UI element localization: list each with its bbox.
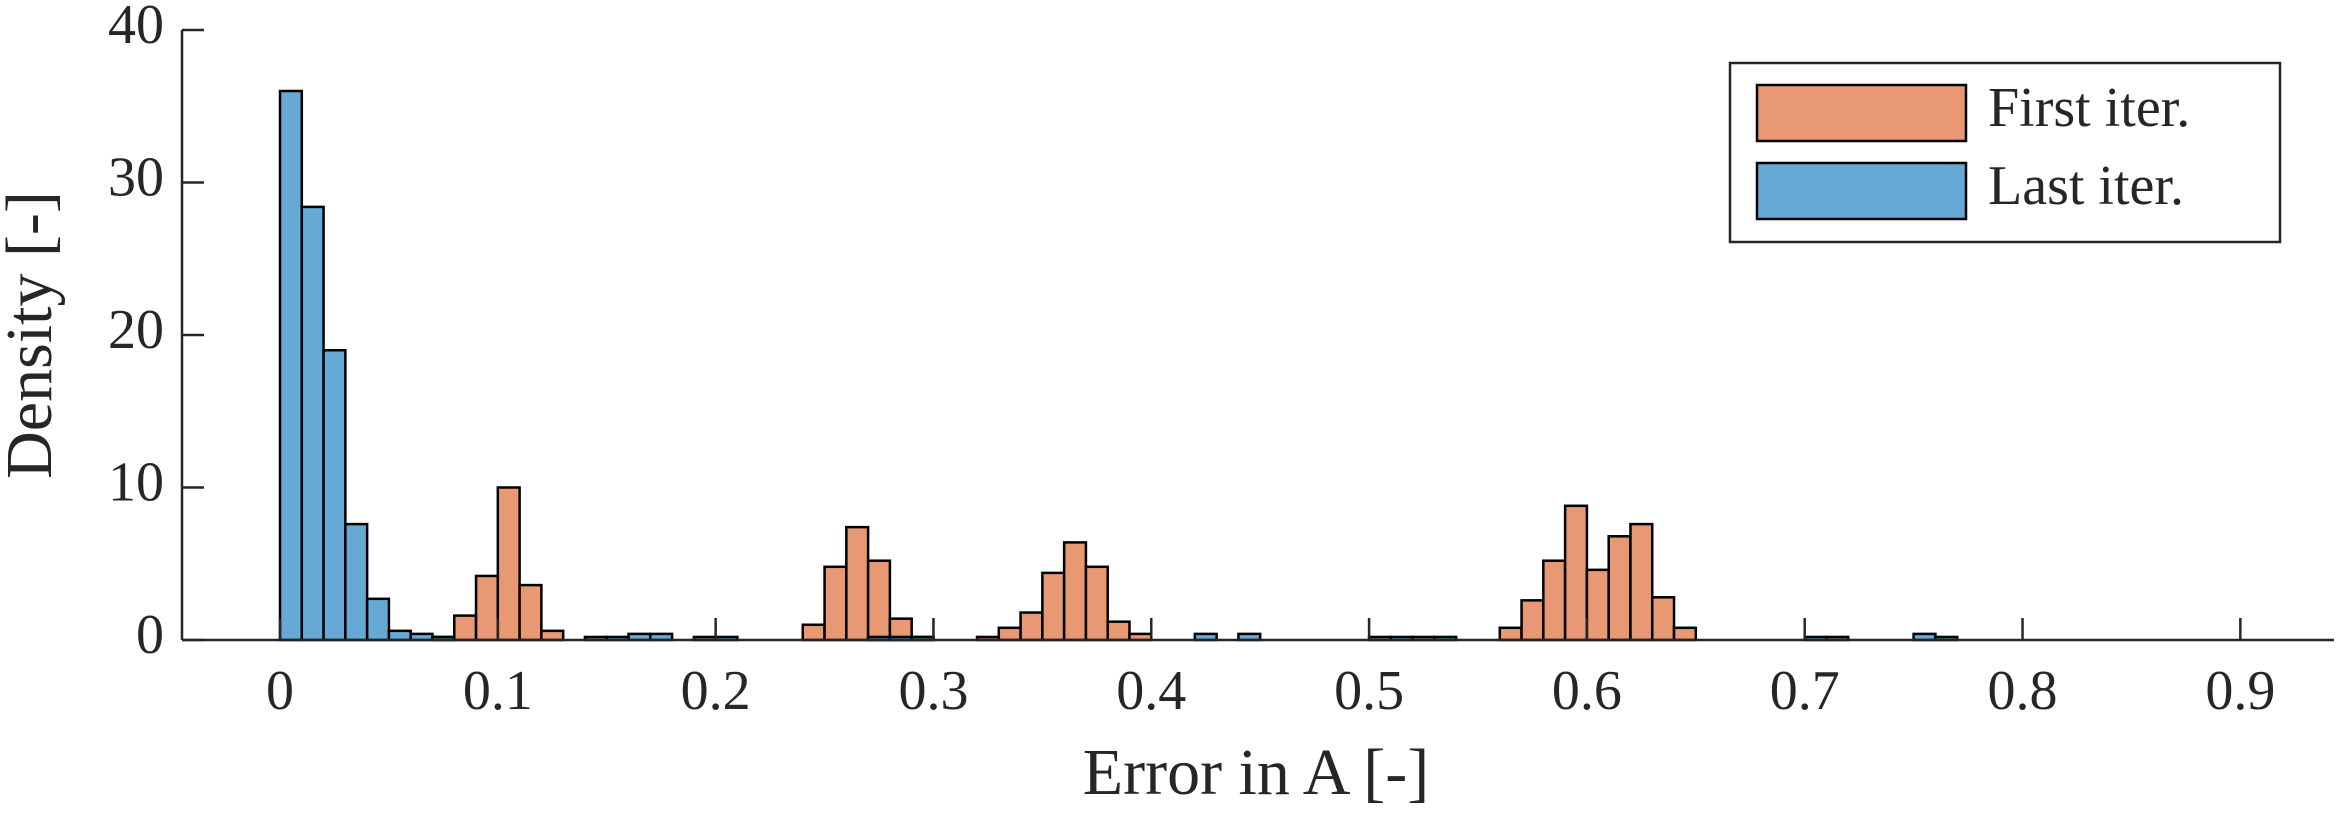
legend-label: First iter. xyxy=(1988,77,2190,139)
histogram-bar xyxy=(1650,596,1676,642)
histogram-bar xyxy=(344,522,369,642)
x-tick-label: 0.7 xyxy=(1770,660,1840,722)
histogram-bar xyxy=(801,623,826,642)
x-tick-label: 0.4 xyxy=(1116,660,1186,722)
histogram-bar xyxy=(1041,571,1066,642)
y-tick-label: 30 xyxy=(108,146,164,208)
histogram-bar xyxy=(1629,522,1654,642)
x-axis-label: Error in A [-] xyxy=(1083,736,1429,809)
histogram-bar xyxy=(453,614,478,642)
y-tick-label: 0 xyxy=(136,604,164,666)
x-tick-label: 0.1 xyxy=(463,660,533,722)
histogram-bar xyxy=(474,574,500,642)
x-tick-label: 0.3 xyxy=(898,660,968,722)
histogram-bar xyxy=(866,559,892,642)
histogram-bar xyxy=(1084,565,1109,642)
histogram-bar xyxy=(997,626,1022,642)
x-tick-label: 0.2 xyxy=(681,660,751,722)
histogram-bar xyxy=(278,89,304,642)
histogram-bar xyxy=(365,597,391,642)
histogram-bar xyxy=(322,349,347,642)
histogram-bar xyxy=(823,565,848,642)
histogram-bar xyxy=(540,629,565,642)
legend-swatch xyxy=(1755,161,1968,221)
x-tick-label: 0.6 xyxy=(1552,660,1622,722)
y-tick-label: 40 xyxy=(108,0,164,56)
histogram-bar xyxy=(300,205,325,642)
y-tick-label: 20 xyxy=(108,299,164,361)
histogram-bar xyxy=(518,583,543,642)
histogram-bar xyxy=(1062,541,1088,642)
histogram-bar xyxy=(496,486,521,642)
x-tick-label: 0.9 xyxy=(2205,660,2275,722)
histogram-bar xyxy=(1672,626,1698,642)
histogram-bar xyxy=(1106,620,1131,642)
histogram-bar xyxy=(1542,559,1567,642)
histogram-bar xyxy=(845,525,870,642)
histogram-bar xyxy=(1520,599,1545,642)
y-axis-label: Density [-] xyxy=(0,191,66,479)
histogram-bar xyxy=(387,629,412,642)
histogram-bar xyxy=(1498,626,1523,642)
x-tick-label: 0.8 xyxy=(1988,660,2058,722)
x-tick-label: 0 xyxy=(266,660,294,722)
histogram-bar xyxy=(1019,611,1044,642)
legend-swatch xyxy=(1755,83,1968,143)
histogram-bar xyxy=(1585,568,1610,642)
histogram-bar xyxy=(1563,504,1589,642)
x-tick-label: 0.5 xyxy=(1334,660,1404,722)
legend-label: Last iter. xyxy=(1988,155,2184,217)
y-tick-label: 10 xyxy=(108,451,164,513)
histogram-bar xyxy=(1607,535,1632,642)
